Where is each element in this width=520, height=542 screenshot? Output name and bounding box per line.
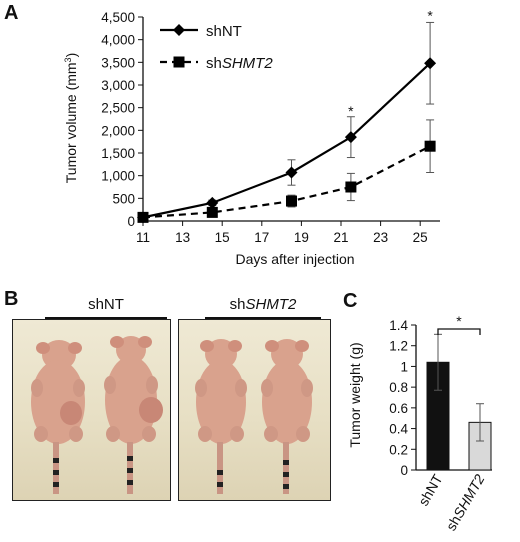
data-point [345, 181, 357, 193]
mouse-image [31, 340, 85, 494]
panel-c-letter: C [343, 290, 358, 312]
y-tick-label: 0 [127, 214, 135, 229]
data-point [206, 196, 219, 209]
y-tick-label: 0.6 [389, 401, 408, 416]
x-tick-label: 25 [413, 230, 428, 245]
x-tick-label: shSHMT2 [443, 471, 488, 533]
data-point [344, 131, 357, 144]
y-tick-label: 2,500 [101, 101, 135, 116]
y-tick-label: 0.8 [389, 380, 408, 395]
shshmt2-mice-image [195, 339, 313, 494]
legend-label: shNT [206, 23, 242, 40]
y-tick-label: 3,500 [101, 55, 135, 70]
x-tick-label: 11 [136, 230, 150, 245]
data-point [285, 166, 298, 179]
x-tick-label: 21 [333, 230, 348, 245]
y-tick-label: 1,000 [101, 169, 135, 184]
x-tick-label: 17 [254, 230, 269, 245]
x-tick-label: 19 [294, 230, 309, 245]
shnt-mice-image [31, 336, 163, 494]
y-tick-label: 4,000 [101, 33, 135, 48]
mouse-image [195, 339, 247, 494]
photo-shshmt2-mice [178, 319, 331, 501]
y-tick-label: 0.2 [389, 442, 408, 457]
x-tick-label: 13 [175, 230, 190, 245]
mouse-image [104, 336, 163, 494]
data-point [206, 206, 218, 218]
significance-star: * [427, 8, 433, 24]
legend-marker [173, 24, 185, 36]
legend-label: shSHMT2 [206, 55, 273, 72]
y-tick-label: 2,000 [101, 123, 135, 138]
y-axis-label: Tumor volume (mm3) [63, 53, 79, 184]
legend-marker [173, 56, 185, 68]
data-point [286, 195, 297, 207]
y-tick-label: 1.4 [389, 318, 408, 333]
x-tick-label: 23 [373, 230, 388, 245]
series-line [142, 62, 431, 219]
y-tick-label: 1.2 [389, 339, 408, 354]
y-axis-label: Tumor weight (g) [347, 342, 363, 447]
series-line [142, 145, 431, 219]
group-label-shshmt2: shSHMT2 [229, 296, 297, 313]
y-tick-label: 4,500 [101, 10, 135, 25]
mouse-image [261, 339, 313, 494]
x-axis-label: Days after injection [235, 251, 354, 267]
y-tick-label: 0.4 [389, 422, 408, 437]
y-tick-label: 1 [400, 359, 408, 374]
panel-b-letter: B [4, 288, 19, 310]
data-point [424, 140, 436, 152]
y-tick-label: 3,000 [101, 78, 135, 93]
group-underline-shshmt2 [205, 317, 321, 319]
group-underline-shnt [45, 317, 167, 319]
data-point [424, 57, 437, 70]
y-tick-label: 500 [112, 191, 135, 206]
x-tick-label: shNT [415, 471, 446, 508]
group-label-shnt: shNT [88, 296, 124, 313]
significance-star: * [456, 313, 462, 329]
significance-star: * [348, 103, 354, 119]
panel-a-letter: A [4, 2, 19, 24]
photo-shnt-mice [12, 319, 171, 501]
x-tick-label: 15 [215, 230, 230, 245]
data-point [137, 211, 149, 223]
y-tick-label: 1,500 [101, 146, 135, 161]
y-tick-label: 0 [400, 463, 408, 478]
significance-bracket [437, 328, 481, 335]
panel-a-chart: 0 500 1,000 1,500 2,000 2,500 3,000 3,500 4,000 4… [63, 8, 440, 267]
